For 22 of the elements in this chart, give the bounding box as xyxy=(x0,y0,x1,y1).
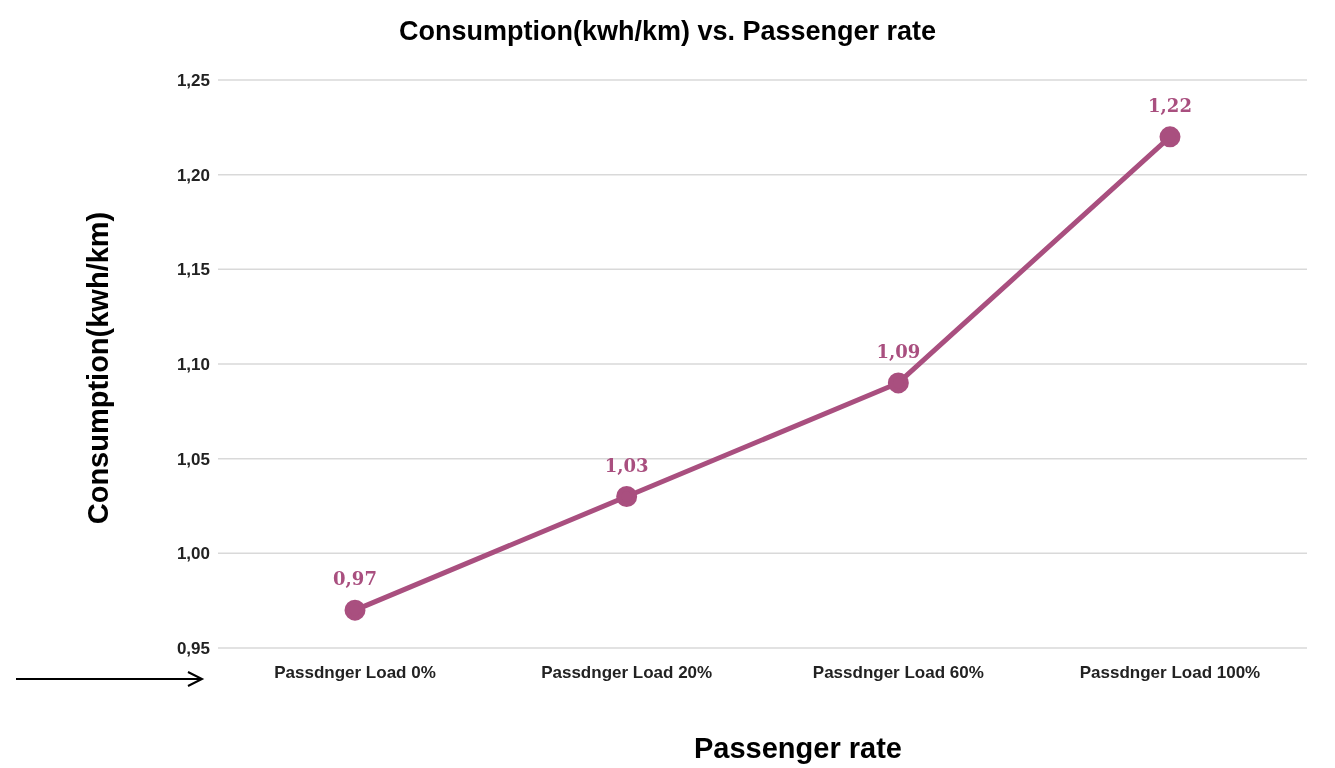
y-tick-label: 1,15 xyxy=(176,260,210,280)
y-tick-label: 0,95 xyxy=(176,639,210,659)
point xyxy=(887,372,909,394)
x-tick-label: Passdnger Load 60% xyxy=(812,663,984,683)
y-axis-title: Consumption(kwh/km) xyxy=(81,211,115,525)
y-tick-label: 1,25 xyxy=(176,71,210,91)
data-label: 1,09 xyxy=(876,340,921,362)
data-label: 1,03 xyxy=(604,454,649,476)
point xyxy=(1159,126,1181,148)
y-tick-label: 1,05 xyxy=(176,449,210,469)
y-tick-label: 1,10 xyxy=(176,355,210,375)
x-tick-label: Passdnger Load 100% xyxy=(1079,663,1261,683)
x-tick-label: Passdnger Load 20% xyxy=(541,663,713,683)
data-label: 0,97 xyxy=(333,568,377,590)
chart-title: Consumption(kwh/km) vs. Passenger rate xyxy=(397,16,938,47)
y-tick-label: 1,20 xyxy=(176,165,210,185)
point xyxy=(344,599,366,621)
x-axis-title: Passenger rate xyxy=(693,732,903,765)
x-tick-label: Passdnger Load 0% xyxy=(274,663,436,683)
y-tick-label: 1,00 xyxy=(176,544,210,564)
point xyxy=(616,486,638,508)
data-label: 1,22 xyxy=(1148,94,1192,116)
